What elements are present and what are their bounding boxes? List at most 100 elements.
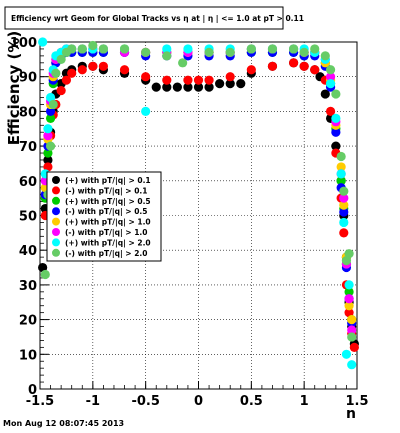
- data-point: [331, 127, 341, 137]
- data-point: [225, 47, 235, 58]
- data-point: [40, 269, 50, 280]
- data-point: [162, 44, 172, 54]
- legend-label: (-) with pT/|q| > 2.0: [65, 249, 147, 259]
- data-point: [88, 61, 98, 71]
- title-box: [4, 6, 284, 30]
- data-point: [336, 176, 346, 186]
- data-point: [347, 332, 357, 342]
- data-point: [141, 72, 151, 82]
- x-axis-label: η: [346, 406, 356, 418]
- x-tick-label: 1: [300, 394, 309, 409]
- legend-marker: [52, 228, 60, 236]
- data-point: [67, 44, 77, 54]
- data-point: [67, 68, 77, 78]
- data-point: [336, 162, 346, 172]
- data-point: [289, 44, 299, 54]
- data-point: [225, 72, 235, 82]
- data-point: [61, 75, 72, 85]
- legend-marker: [52, 238, 60, 247]
- data-point: [141, 106, 151, 116]
- data-point: [344, 280, 354, 290]
- data-point: [344, 308, 354, 318]
- grid: [40, 42, 357, 389]
- data-point: [162, 82, 172, 92]
- x-tick-label: -1: [86, 394, 100, 409]
- x-tick-label: 0.5: [240, 394, 263, 409]
- data-point: [193, 75, 204, 85]
- data-point: [119, 44, 130, 54]
- data-point: [45, 113, 56, 123]
- y-tick-label: 60: [19, 175, 37, 190]
- data-point: [339, 193, 349, 203]
- y-tick-label: 70: [19, 140, 37, 155]
- data-point: [51, 68, 61, 78]
- data-point: [267, 44, 278, 54]
- legend-label: (-) with pT/|q| > 0.1: [65, 186, 147, 196]
- data-point: [310, 65, 320, 75]
- data-point: [344, 294, 354, 304]
- data-point: [236, 79, 246, 89]
- y-tick-label: 10: [19, 348, 37, 363]
- x-tick-label: 0: [194, 394, 203, 409]
- data-point: [349, 342, 359, 352]
- legend-label: (+) with pT/|q| > 0.5: [65, 197, 151, 207]
- data-point: [178, 58, 188, 68]
- legend: (+) with pT/|q| > 0.1(-) with pT/|q| > 0…: [52, 176, 151, 259]
- data-point: [38, 37, 48, 47]
- data-point: [341, 256, 352, 266]
- data-point: [183, 82, 193, 92]
- data-point: [88, 40, 98, 51]
- data-point: [320, 89, 330, 99]
- x-tick-label: -1.5: [26, 394, 54, 409]
- data-point: [325, 79, 336, 89]
- data-point: [172, 82, 182, 92]
- legend-label: (+) with pT/|q| > 2.0: [65, 238, 151, 248]
- data-point: [204, 75, 214, 85]
- data-point: [141, 47, 151, 58]
- data-point: [299, 47, 309, 58]
- data-points: [38, 37, 359, 370]
- data-point: [267, 61, 278, 71]
- legend-label: (-) with pT/|q| > 0.5: [65, 207, 147, 217]
- data-point: [331, 141, 341, 151]
- data-point: [204, 47, 214, 58]
- data-point: [336, 169, 346, 179]
- data-point: [183, 75, 193, 85]
- data-point: [38, 262, 48, 273]
- data-point: [162, 75, 172, 85]
- data-point: [43, 124, 53, 134]
- data-point: [56, 85, 66, 96]
- legend-marker: [52, 186, 60, 195]
- data-point: [43, 148, 53, 158]
- data-point: [325, 106, 336, 116]
- data-point: [339, 228, 349, 238]
- data-point: [98, 61, 108, 71]
- data-point: [43, 131, 53, 141]
- legend-marker: [52, 217, 60, 226]
- data-point: [310, 44, 320, 54]
- x-tick-label: 1.5: [345, 394, 368, 409]
- y-tick-label: 40: [19, 244, 37, 259]
- y-tick-label: 0: [28, 383, 37, 398]
- legend-label: (+) with pT/|q| > 0.1: [65, 176, 151, 186]
- legend-marker: [52, 248, 60, 257]
- legend-marker: [52, 176, 60, 184]
- x-tick-label: -0.5: [131, 394, 159, 409]
- legend-label: (-) with pT/|q| > 1.0: [65, 228, 147, 238]
- data-point: [98, 44, 108, 54]
- legend-marker: [52, 207, 60, 216]
- data-point: [246, 65, 256, 75]
- data-point: [162, 51, 172, 61]
- data-point: [45, 141, 56, 151]
- data-point: [56, 54, 66, 64]
- data-point: [183, 44, 193, 54]
- data-point: [344, 287, 354, 297]
- data-point: [77, 44, 87, 54]
- data-point: [344, 249, 354, 259]
- data-point: [347, 325, 357, 335]
- data-point: [289, 58, 299, 68]
- data-point: [299, 61, 309, 71]
- legend-box: [46, 171, 162, 262]
- data-point: [325, 72, 336, 82]
- data-point: [339, 217, 349, 228]
